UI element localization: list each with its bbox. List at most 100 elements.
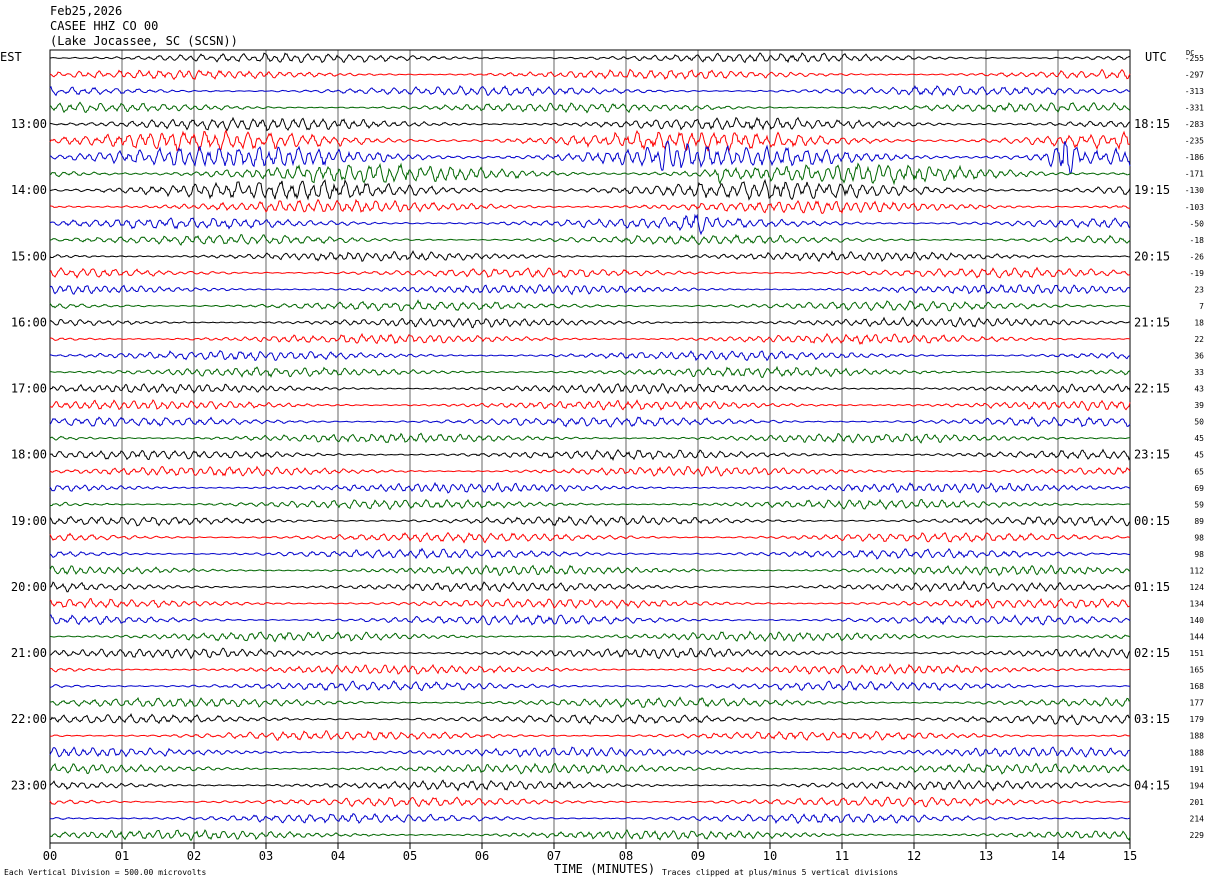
dc-offset-label: 59 (1194, 500, 1204, 509)
dc-offset-label: 124 (1190, 583, 1205, 592)
trace-row (49, 365, 1131, 379)
trace-row (49, 140, 1131, 174)
trace-row (49, 316, 1131, 329)
trace-row (49, 116, 1131, 132)
est-hour-label: 23:00 (11, 778, 47, 792)
x-tick-label: 06 (475, 849, 489, 863)
station-name: CASEE HHZ CO 00 (50, 19, 159, 33)
trace-row (49, 129, 1131, 153)
trace-row (49, 250, 1131, 263)
utc-hour-label: 01:15 (1134, 580, 1170, 594)
x-tick-label: 01 (115, 849, 129, 863)
dc-offset-label: 188 (1190, 748, 1205, 757)
est-hour-label: 14:00 (11, 183, 47, 197)
trace-group (49, 52, 1131, 842)
utc-hour-label: 04:15 (1134, 778, 1170, 792)
dc-offset-label: -297 (1185, 71, 1204, 80)
trace-row (49, 730, 1131, 742)
x-tick-label: 02 (187, 849, 201, 863)
est-hour-label: 21:00 (11, 646, 47, 660)
dc-offset-label: 177 (1190, 699, 1205, 708)
dc-offset-label: 191 (1190, 765, 1205, 774)
dc-offset-label: 151 (1190, 649, 1205, 658)
est-hour-label: 20:00 (11, 580, 47, 594)
scale-note: Each Vertical Division = 500.00 microvol… (4, 868, 207, 877)
dc-offset-label: 179 (1190, 715, 1205, 724)
trace-row (49, 746, 1131, 758)
trace-row (50, 713, 1131, 726)
trace-row (49, 630, 1131, 643)
trace-row (49, 498, 1131, 511)
est-hour-label: 19:00 (11, 514, 47, 528)
dc-offset-label: -50 (1190, 219, 1205, 228)
trace-row (49, 101, 1131, 114)
trace-row (49, 779, 1131, 792)
x-tick-label: 07 (547, 849, 561, 863)
dc-offset-label: 45 (1194, 434, 1204, 443)
dc-offset-label: -103 (1185, 203, 1204, 212)
x-tick-label: 12 (907, 849, 921, 863)
trace-row (49, 680, 1131, 692)
utc-timezone-label: UTC (1145, 50, 1167, 64)
trace-row (49, 52, 1131, 64)
trace-row (49, 795, 1130, 808)
dc-offset-label: -283 (1185, 120, 1204, 129)
trace-row (49, 448, 1131, 461)
est-hour-label: 18:00 (11, 448, 47, 462)
utc-hour-label: 21:15 (1134, 315, 1170, 329)
utc-hour-label: 03:15 (1134, 712, 1170, 726)
trace-row (49, 332, 1131, 345)
dc-offset-label: 165 (1190, 666, 1205, 675)
dc-offset-label: -186 (1185, 153, 1204, 162)
trace-row (49, 465, 1131, 478)
dc-offset-label: 229 (1190, 831, 1205, 840)
trace-row (49, 580, 1131, 593)
x-tick-label: 13 (979, 849, 993, 863)
dc-offset-header: DC (1186, 49, 1195, 57)
x-tick-label: 03 (259, 849, 273, 863)
dc-offset-label: 22 (1194, 335, 1204, 344)
x-tick-label: 04 (331, 849, 345, 863)
est-hour-label: 15:00 (11, 249, 47, 263)
clip-note: Traces clipped at plus/minus 5 vertical … (662, 868, 899, 877)
utc-hour-label: 02:15 (1134, 646, 1170, 660)
dc-offset-label: -18 (1190, 236, 1205, 245)
grid-lines (49, 49, 1131, 849)
dc-offset-label: 50 (1194, 418, 1204, 427)
label-group: 00 01 02 03 04 05 06 07 08 09 10 11 12 13 14 15 -255 -297… (11, 54, 1204, 863)
utc-hour-label: 23:15 (1134, 448, 1170, 462)
x-tick-label: 05 (403, 849, 417, 863)
utc-hour-label: 22:15 (1134, 382, 1170, 396)
dc-offset-label: -130 (1185, 186, 1204, 195)
dc-offset-label: 168 (1190, 682, 1205, 691)
x-tick-label: 09 (691, 849, 705, 863)
dc-offset-label: 201 (1190, 798, 1205, 807)
dc-offset-label: -313 (1185, 87, 1204, 96)
dc-offset-label: -19 (1190, 269, 1205, 278)
dc-offset-label: 65 (1194, 467, 1204, 476)
utc-hour-label: 00:15 (1134, 514, 1170, 528)
trace-row (49, 383, 1131, 395)
x-tick-label: 15 (1123, 849, 1137, 863)
trace-row (49, 514, 1131, 527)
trace-row (50, 663, 1131, 676)
record-date: Feb25,2026 (50, 4, 123, 18)
dc-offset-label: 69 (1194, 484, 1204, 493)
trace-row (49, 198, 1131, 215)
dc-offset-label: 39 (1194, 401, 1204, 410)
utc-hour-label: 20:15 (1134, 249, 1170, 263)
dc-offset-label: 194 (1190, 781, 1205, 790)
x-tick-label: 10 (763, 849, 777, 863)
trace-row (49, 299, 1131, 312)
trace-row (49, 85, 1131, 97)
trace-row (49, 233, 1131, 246)
est-hour-label: 13:00 (11, 117, 47, 131)
trace-row (49, 178, 1131, 201)
est-hour-label: 17:00 (11, 382, 47, 396)
x-tick-label: 00 (43, 849, 57, 863)
trace-row (49, 416, 1131, 428)
trace-row (49, 597, 1131, 610)
trace-row (49, 829, 1131, 842)
utc-hour-label: 19:15 (1134, 183, 1170, 197)
